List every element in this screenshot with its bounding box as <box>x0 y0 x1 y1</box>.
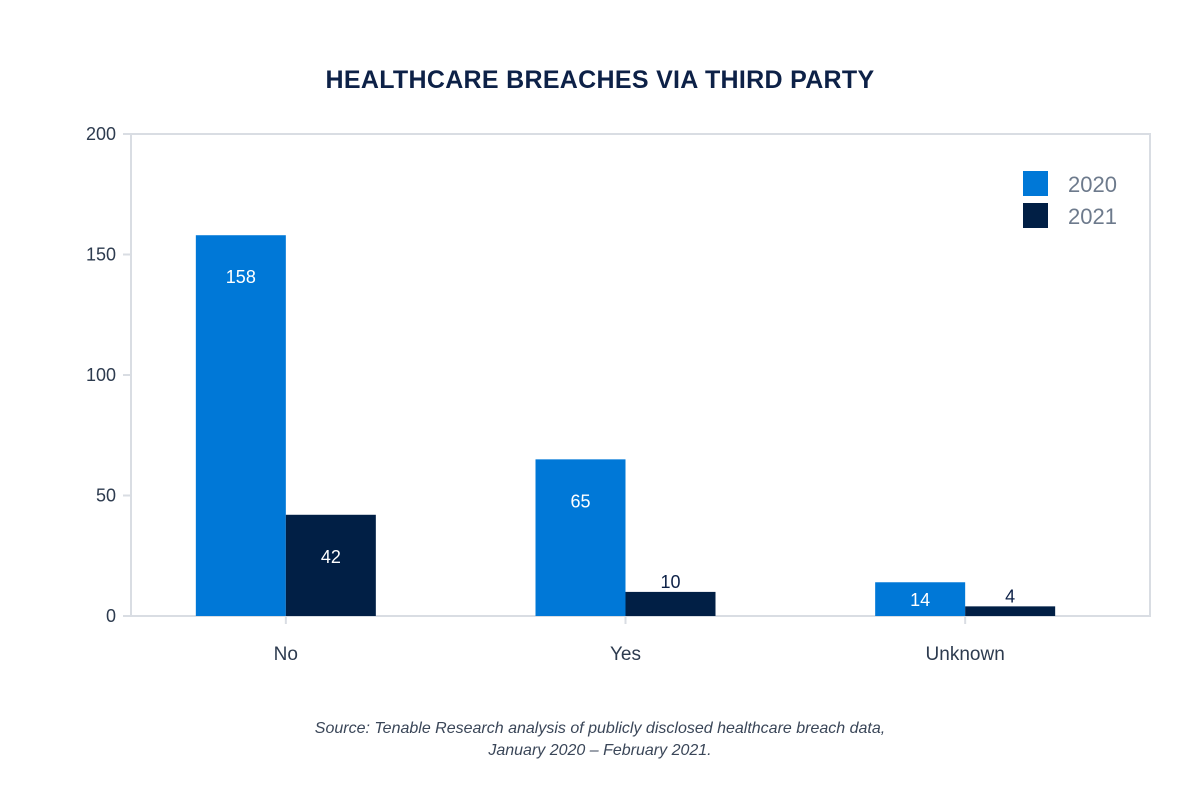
x-tick-label-yes: Yes <box>610 644 641 665</box>
bar-yes-2021 <box>625 591 716 616</box>
bar-yes-2020 <box>535 459 626 616</box>
bar-no-2021 <box>285 514 376 616</box>
data-label-no-2020: 158 <box>226 267 256 287</box>
source-line-2: January 2020 – February 2021. <box>487 742 711 759</box>
y-tick-label: 200 <box>86 124 116 144</box>
y-tick-label: 100 <box>86 365 116 385</box>
legend-swatch-2020 <box>1023 171 1048 196</box>
data-label-unknown-2020: 14 <box>910 590 930 610</box>
bars <box>195 235 1056 616</box>
y-tick-label: 0 <box>106 606 116 626</box>
legend-label-2021: 2021 <box>1068 204 1117 229</box>
x-tick-label-no: No <box>274 644 298 665</box>
data-label-yes-2021: 10 <box>660 572 680 592</box>
bar-unknown-2021 <box>965 606 1056 616</box>
source-line-1: Source: Tenable Research analysis of pub… <box>315 720 885 737</box>
y-tick-label: 150 <box>86 245 116 265</box>
bar-unknown-2020 <box>875 582 966 616</box>
legend-label-2020: 2020 <box>1068 172 1117 197</box>
bar-no-2020 <box>195 235 286 616</box>
data-label-unknown-2021: 4 <box>1005 586 1015 606</box>
data-labels: 158 42 65 10 14 4 <box>226 267 1015 610</box>
y-axis: 0 50 100 150 200 <box>86 124 131 626</box>
legend-swatch-2021 <box>1023 203 1048 228</box>
x-tick-label-unknown: Unknown <box>926 644 1005 665</box>
x-axis: No Yes Unknown <box>274 616 1005 665</box>
data-label-no-2021: 42 <box>321 547 341 567</box>
chart-title: HEALTHCARE BREACHES VIA THIRD PARTY <box>326 66 875 94</box>
data-label-yes-2020: 65 <box>570 491 590 511</box>
legend: 2020 2021 <box>1023 171 1117 229</box>
y-tick-label: 50 <box>96 486 116 506</box>
